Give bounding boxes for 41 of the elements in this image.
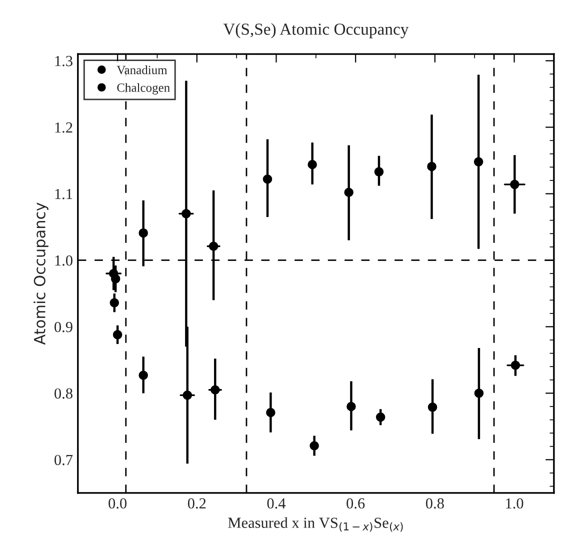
point xyxy=(110,274,120,284)
point xyxy=(110,298,120,308)
y-tick-label: 0.8 xyxy=(54,388,72,399)
point xyxy=(427,162,436,172)
x-tick-label: 0.2 xyxy=(188,498,206,509)
x-tick-label: 0.0 xyxy=(108,498,127,509)
point xyxy=(308,160,317,170)
y-tick-label: 1.2 xyxy=(55,122,72,133)
point xyxy=(138,370,148,380)
point xyxy=(262,174,272,184)
point xyxy=(376,412,386,422)
point xyxy=(310,441,319,450)
point xyxy=(346,402,356,412)
x-axis-title: Measured x in VS$_{(1−x)}$Se$_{(x)}$ xyxy=(228,517,403,532)
legend-label: Vanadium xyxy=(116,65,168,74)
x-tick-label: 1.0 xyxy=(506,498,524,509)
point xyxy=(138,228,148,238)
point xyxy=(112,330,122,340)
y-tick-label: 0.9 xyxy=(54,322,72,332)
point xyxy=(266,408,276,418)
legend-label: Chalcogen xyxy=(117,83,170,94)
y-tick-label: 0.7 xyxy=(54,454,73,466)
point xyxy=(182,390,192,400)
point xyxy=(510,360,520,370)
point xyxy=(344,188,354,198)
x-tick-label: 0.4 xyxy=(267,498,286,509)
chart-title: V(S,Se) Atomic Occupancy xyxy=(223,23,409,38)
y-tick-label: 1.3 xyxy=(55,56,72,66)
y-axis-title: Atomic Occupancy xyxy=(34,202,48,345)
point xyxy=(182,209,191,218)
point xyxy=(428,402,438,412)
point xyxy=(208,242,218,251)
point xyxy=(510,180,520,190)
point xyxy=(474,388,484,398)
point xyxy=(474,157,484,166)
y-tick-label: 1.1 xyxy=(55,188,72,200)
point xyxy=(210,385,220,395)
x-tick-label: 0.8 xyxy=(426,498,444,509)
point xyxy=(374,167,384,176)
y-tick-label: 1.0 xyxy=(55,255,72,266)
x-tick-label: 0.6 xyxy=(346,498,365,509)
